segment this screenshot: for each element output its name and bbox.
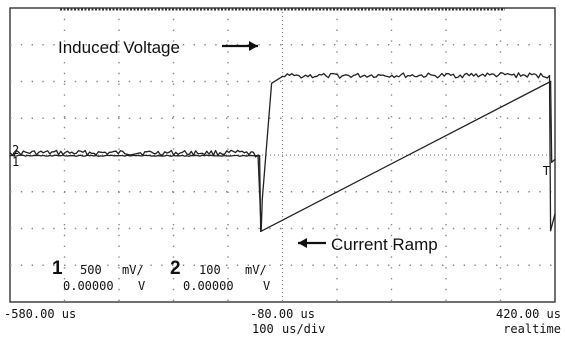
ch2-offset: 0.00000	[183, 279, 234, 293]
annotation-induced-voltage: Induced Voltage	[58, 38, 180, 57]
ch1-scale: 500	[80, 263, 102, 277]
ch2-scale-unit: mV/	[245, 263, 267, 277]
data-point-ch2	[554, 158, 556, 161]
data-point-ch1	[281, 75, 284, 77]
data-point-ch1	[548, 75, 551, 77]
data-point-ch2	[9, 155, 11, 157]
arrow-induced-voltage-head	[249, 41, 258, 51]
data-point-ch1	[243, 152, 245, 154]
timebase-value: 100	[252, 322, 274, 336]
scope-readouts: 1 500 mV/2 100 mV/0.00000 V 0.00000 V -580.00 us…	[4, 258, 561, 336]
data-point-ch2	[550, 80, 552, 83]
data-point-ch2	[259, 155, 261, 157]
annotations: Induced Voltage Current Ramp 21 T	[12, 38, 550, 254]
ch1-scale-unit: mV/	[122, 263, 144, 277]
ch2-offset-unit: V	[263, 279, 270, 293]
ch1-offset-unit: V	[138, 279, 145, 293]
data-point-ch1	[261, 198, 263, 200]
x-tick-center: -80.00 us	[250, 307, 315, 321]
channel-marker-1: 1	[12, 155, 19, 169]
data-point-ch1	[489, 74, 491, 76]
data-point-ch1	[550, 230, 552, 232]
ch1-label: 1	[52, 258, 63, 279]
data-point-ch1	[325, 75, 327, 77]
series-line-ch1	[9, 72, 556, 232]
x-tick-right: 420.00 us	[496, 307, 561, 321]
annotation-current-ramp: Current Ramp	[331, 235, 438, 254]
data-point-ch1	[9, 152, 11, 154]
x-tick-left: -580.00 us	[4, 307, 76, 321]
traces	[9, 72, 556, 233]
acquisition-mode: realtime	[503, 322, 561, 336]
graticule	[9, 7, 556, 303]
data-point-ch2	[260, 230, 262, 233]
ch2-label: 2	[170, 258, 181, 279]
trigger-marker: T	[543, 164, 550, 178]
channel-marker-2: 2	[12, 143, 19, 157]
data-point-ch1	[271, 82, 273, 84]
data-point-ch1	[380, 74, 382, 76]
ch1-offset: 0.00000	[63, 279, 114, 293]
data-point-ch2	[254, 155, 256, 157]
arrow-current-ramp-head	[298, 238, 307, 248]
ch2-scale: 100	[199, 263, 221, 277]
data-point-ch2	[551, 161, 553, 163]
data-point-ch1	[298, 75, 300, 77]
timebase-unit: us/div	[282, 322, 325, 336]
series-line-ch2	[9, 80, 556, 233]
data-point-ch1	[554, 213, 556, 215]
data-point-ch1	[434, 75, 436, 77]
